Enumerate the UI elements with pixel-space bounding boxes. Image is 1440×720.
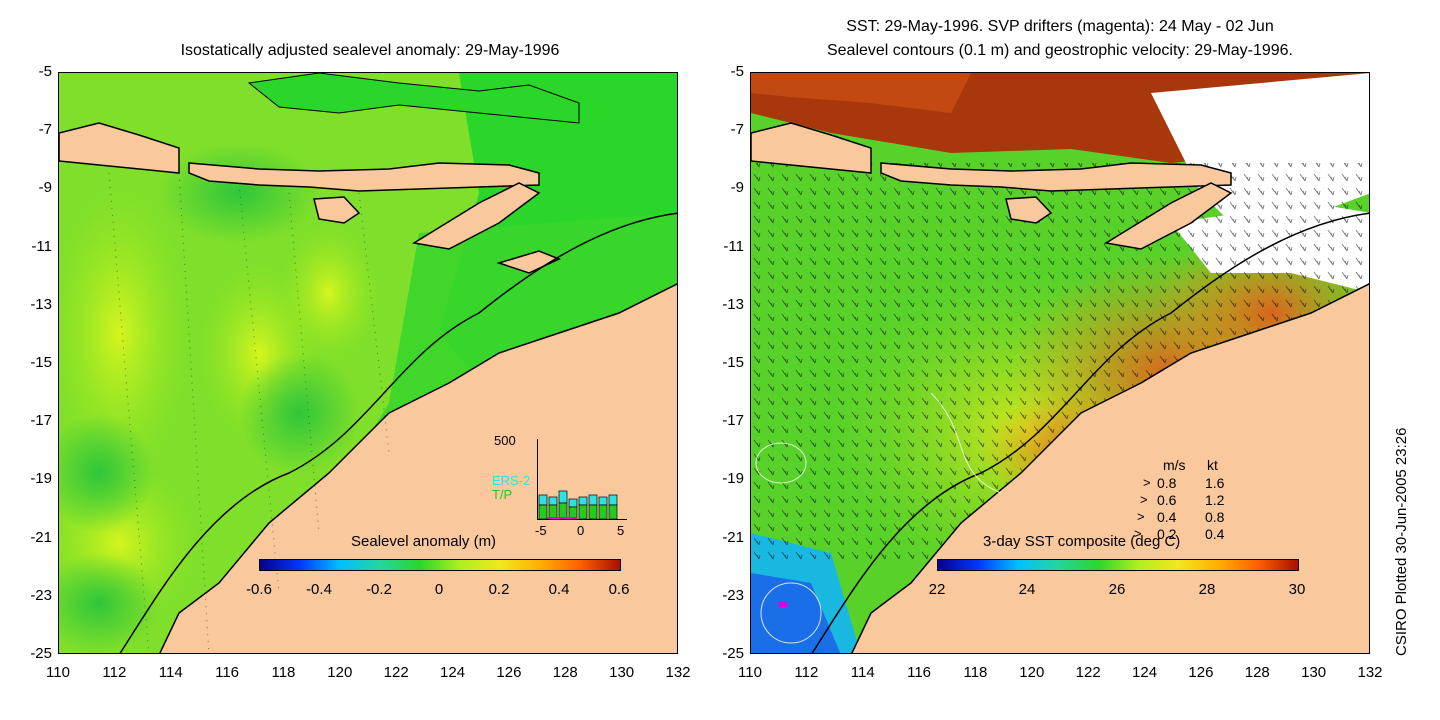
x-tick-label: 110 xyxy=(738,664,762,681)
y-tick-label: -7 xyxy=(730,121,744,139)
y-tick-label: -9 xyxy=(730,179,744,197)
track-histogram-inset: 500 ERS-2 T/P -5 0 5 xyxy=(489,433,629,538)
legend-speed-kt: 1.6 xyxy=(1205,475,1225,491)
colorbar-tick-label: -0.2 xyxy=(366,581,392,598)
colorbar-tick-label: 24 xyxy=(1018,581,1036,598)
x-tick-label: 124 xyxy=(1132,664,1158,681)
inset-legend-ers2: ERS-2 xyxy=(492,473,531,488)
x-tick-label: 110 xyxy=(46,664,70,681)
x-tick-label: 126 xyxy=(496,664,522,681)
x-tick-label: 118 xyxy=(963,664,988,681)
inset-legend-tp: T/P xyxy=(492,487,513,502)
credit-label: CSIRO Plotted 30-Jun-2005 23:26 xyxy=(1393,427,1410,656)
legend-speed-ms: 0.2 xyxy=(1157,526,1177,542)
legend-speed-kt: 0.8 xyxy=(1205,509,1225,525)
y-tick-label: -25 xyxy=(722,645,744,662)
x-tick-label: 118 xyxy=(271,664,296,681)
y-tick-label: -19 xyxy=(722,470,744,488)
legend-arrow-icon: > xyxy=(1137,509,1145,524)
y-tick-label: -23 xyxy=(30,586,52,604)
x-tick-label: 128 xyxy=(552,664,578,681)
x-tick-label: 120 xyxy=(1019,664,1045,681)
right-map-title-line2: Sealevel contours (0.1 m) and geostrophi… xyxy=(826,42,1293,59)
colorbar-tick-label: 30 xyxy=(1288,581,1306,598)
colorbar-tick-label: 28 xyxy=(1198,581,1216,598)
y-tick-label: -23 xyxy=(722,586,744,604)
y-tick-label: -11 xyxy=(31,237,52,255)
y-tick-label: -5 xyxy=(730,63,744,80)
y-tick-label: -15 xyxy=(722,354,744,371)
x-tick-label: 112 xyxy=(794,664,819,681)
sst-colorbar-label: 3-day SST composite (deg C) xyxy=(983,533,1181,550)
x-tick-label: 122 xyxy=(1075,664,1101,681)
legend-arrow-icon: > xyxy=(1143,475,1151,490)
x-tick-label: 126 xyxy=(1188,664,1214,681)
colorbar-tick-label: 0.2 xyxy=(488,581,510,598)
y-tick-label: -17 xyxy=(30,412,52,430)
left-map-title: Isostatically adjusted sealevel anomaly:… xyxy=(180,42,560,59)
x-tick-label: 128 xyxy=(1244,664,1270,681)
inset-x-tick: -5 xyxy=(535,523,547,538)
legend-speed-ms: 0.4 xyxy=(1157,509,1177,525)
x-tick-label: 116 xyxy=(907,664,932,681)
y-tick-label: -21 xyxy=(722,528,744,546)
y-tick-label: -13 xyxy=(722,295,744,313)
y-tick-label: -9 xyxy=(38,179,52,197)
y-tick-label: -19 xyxy=(30,470,52,488)
x-tick-label: 124 xyxy=(440,664,466,681)
x-tick-label: 116 xyxy=(215,664,240,681)
colorbar-tick-label: 26 xyxy=(1108,581,1126,598)
x-tick-label: 132 xyxy=(665,664,691,681)
velocity-legend: m/s kt >0.8 1.6 >0.6 1.2 >0.4 0.8 >0.2 0.4 xyxy=(1127,457,1247,547)
y-tick-label: -7 xyxy=(38,121,52,139)
x-tick-label: 132 xyxy=(1357,664,1383,681)
colorbar-tick-label: -0.4 xyxy=(306,581,332,598)
sealevel-colorbar xyxy=(259,559,621,571)
colorbar-tick-label: 0 xyxy=(434,581,444,598)
sst-colorbar xyxy=(937,559,1299,571)
legend-arrow-icon: > xyxy=(1140,492,1148,507)
sealevel-anomaly-map: Sealevel anomaly (m) -0.6 -0.4 -0.2 0 0.2 0.4… xyxy=(58,72,678,654)
y-tick-label: -25 xyxy=(30,645,52,662)
y-tick-label: -17 xyxy=(722,412,744,430)
legend-speed-ms: 0.8 xyxy=(1157,475,1177,491)
legend-speed-kt: 1.2 xyxy=(1205,492,1225,508)
y-tick-label: -11 xyxy=(723,237,744,255)
x-tick-label: 122 xyxy=(383,664,409,681)
y-tick-label: -5 xyxy=(38,63,52,80)
sst-map: m/s kt >0.8 1.6 >0.6 1.2 >0.4 0.8 >0.2 0.4 3-da… xyxy=(750,72,1370,654)
right-map-title-line1: SST: 29-May-1996. SVP drifters (magenta)… xyxy=(846,18,1274,35)
inset-x-tick: 0 xyxy=(577,523,585,538)
sealevel-colorbar-label: Sealevel anomaly (m) xyxy=(351,533,497,550)
legend-speed-kt: 0.4 xyxy=(1205,526,1225,542)
x-tick-label: 114 xyxy=(850,664,875,681)
colorbar-tick-label: 0.4 xyxy=(548,581,570,598)
inset-y-top: 500 xyxy=(494,433,516,448)
colorbar-tick-label: -0.6 xyxy=(246,581,272,598)
y-tick-label: -13 xyxy=(30,295,52,313)
legend-header-ms: m/s xyxy=(1163,457,1186,473)
inset-x-tick: 5 xyxy=(617,523,625,538)
x-tick-label: 130 xyxy=(1301,664,1327,681)
x-tick-label: 130 xyxy=(609,664,635,681)
y-tick-label: -21 xyxy=(30,528,52,546)
legend-speed-ms: 0.6 xyxy=(1157,492,1177,508)
legend-arrow-icon: > xyxy=(1134,526,1142,541)
colorbar-tick-label: 0.6 xyxy=(608,581,630,598)
y-tick-label: -15 xyxy=(30,354,52,371)
inset-bars xyxy=(538,490,618,519)
x-tick-label: 112 xyxy=(102,664,127,681)
colorbar-tick-label: 22 xyxy=(928,581,946,598)
x-tick-label: 114 xyxy=(158,664,183,681)
legend-header-kt: kt xyxy=(1207,457,1218,473)
x-tick-label: 120 xyxy=(327,664,353,681)
